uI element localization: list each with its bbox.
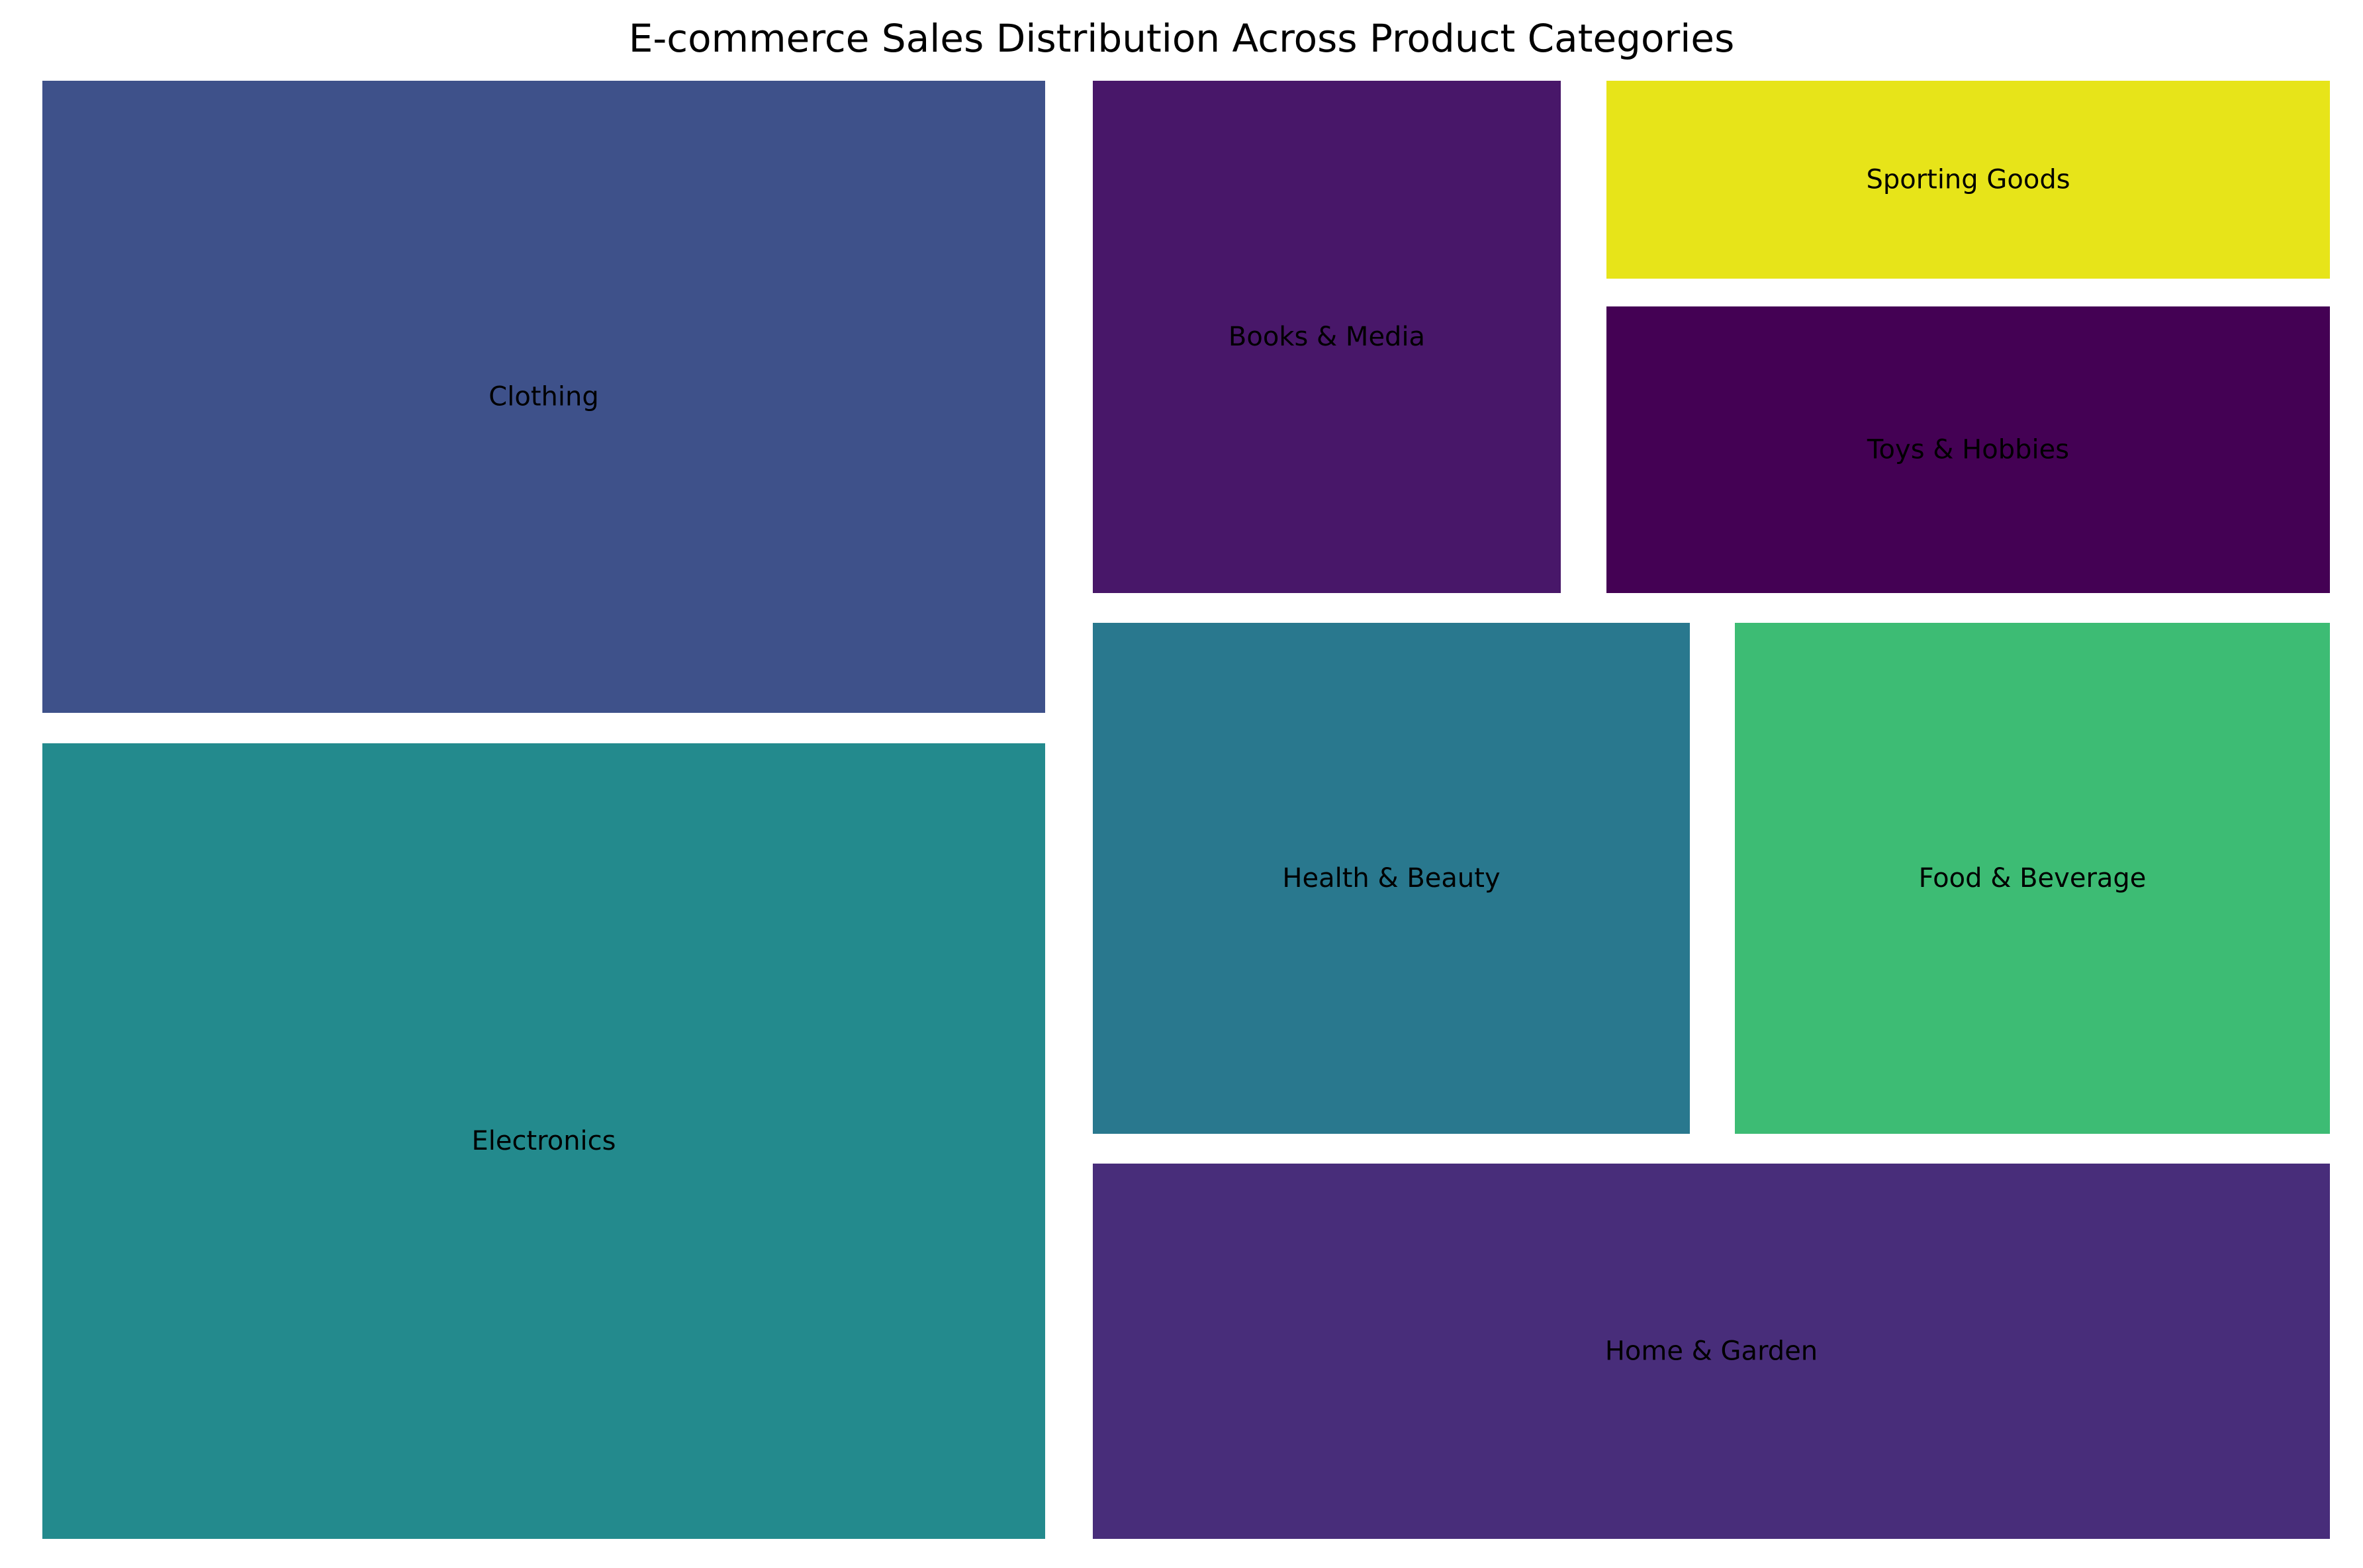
cell-label-sporting-goods: Sporting Goods — [1866, 165, 2070, 195]
cell-clothing — [42, 81, 1045, 713]
chart-title: E-commerce Sales Distribution Across Pro… — [629, 16, 1735, 61]
cell-toys-and-hobbies — [1606, 306, 2330, 593]
cell-label-books-and-media: Books & Media — [1228, 322, 1425, 352]
cell-health-and-beauty — [1093, 623, 1690, 1134]
treemap-cells: Electronics Clothing Home & Garden Health &… — [42, 81, 2330, 1539]
cell-label-clothing: Clothing — [488, 382, 598, 412]
cell-label-home-and-garden: Home & Garden — [1605, 1336, 1818, 1367]
cell-books-and-media — [1093, 81, 1561, 593]
cell-label-electronics: Electronics — [471, 1126, 616, 1156]
cell-food-and-beverage — [1735, 623, 2330, 1134]
cell-electronics — [42, 743, 1045, 1539]
cell-label-health-and-beauty: Health & Beauty — [1282, 863, 1500, 894]
cell-sporting-goods — [1606, 81, 2330, 279]
cell-home-and-garden — [1093, 1164, 2330, 1539]
cell-label-food-and-beverage: Food & Beverage — [1919, 863, 2147, 894]
cell-label-toys-and-hobbies: Toys & Hobbies — [1867, 435, 2069, 465]
